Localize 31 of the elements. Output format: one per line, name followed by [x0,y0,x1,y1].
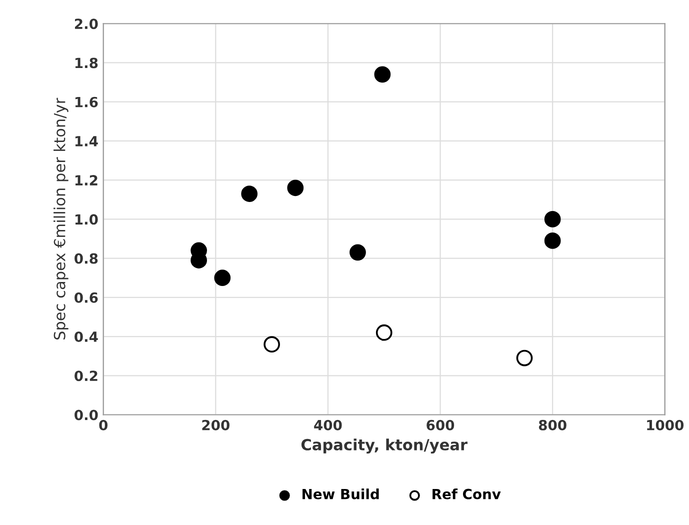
y-tick-label: 0.0 [74,410,98,420]
y-axis-title: Spec capex €million per kton/yr [54,98,68,340]
point [214,270,231,286]
y-tick-label: 1.6 [75,96,98,108]
point [374,66,391,83]
point [376,324,392,341]
y-tick-label: 0.8 [74,253,98,264]
legend-label: Ref Conv [432,488,501,500]
point [516,350,533,366]
legend-label: New Build [302,488,379,500]
point [241,186,258,202]
y-tick-label: 0.6 [74,292,98,303]
point [264,336,280,353]
y-tick-label: 1.2 [75,175,98,186]
point [350,244,366,261]
x-tick-label: 800 [538,420,566,430]
y-tick-label: 0.4 [74,331,98,342]
y-tick-label: 1.0 [75,214,98,225]
point [544,211,561,228]
y-tick-label: 1.8 [75,58,98,68]
point [287,180,304,196]
y-tick-label: 2.0 [74,18,98,30]
x-axis-title: Capacity, kton/year [301,438,468,454]
x-tick-label: 600 [426,420,454,430]
x-tick-label: 400 [314,420,342,430]
y-tick-label: 1.4 [75,136,98,146]
y-tick-label: 0.2 [74,370,98,382]
x-tick-label: 0 [99,420,108,430]
x-tick-label: 1000 [647,420,684,430]
x-tick-label: 200 [202,420,230,430]
point [544,232,561,249]
